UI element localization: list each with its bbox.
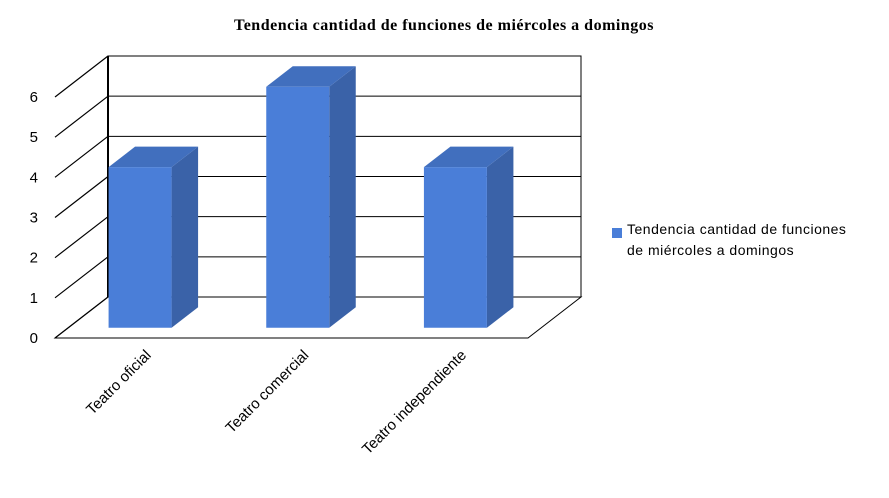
x-tick-label: Teatro oficial bbox=[83, 347, 155, 419]
side-grid-line bbox=[54, 256, 109, 299]
bar bbox=[266, 86, 330, 328]
x-tick-label: Teatro comercial bbox=[222, 347, 312, 437]
bar-side bbox=[171, 146, 199, 328]
bar-top bbox=[423, 146, 514, 168]
x-tick-label: Teatro independiente bbox=[359, 347, 470, 458]
y-tick-label: 2 bbox=[30, 250, 38, 267]
y-tick-label: 0 bbox=[30, 330, 38, 347]
side-grid-line bbox=[54, 296, 109, 339]
side-grid-line bbox=[54, 95, 109, 138]
bar bbox=[423, 167, 487, 328]
chart-title: Tendencia cantidad de funciones de miérc… bbox=[234, 17, 654, 34]
bar-side bbox=[486, 146, 514, 328]
legend-swatch bbox=[612, 228, 622, 238]
y-tick-label: 5 bbox=[30, 129, 38, 146]
side-grid-line bbox=[54, 176, 109, 218]
bar-top bbox=[108, 146, 199, 168]
bar bbox=[108, 167, 172, 328]
y-tick-label: 4 bbox=[30, 169, 38, 186]
side-grid-line bbox=[54, 216, 109, 259]
y-tick-label: 6 bbox=[30, 89, 38, 106]
legend-label: Tendencia cantidad de funciones de miérc… bbox=[627, 221, 847, 258]
side-grid-line bbox=[54, 135, 109, 178]
side-grid-line bbox=[54, 55, 109, 98]
y-tick-label: 1 bbox=[30, 290, 38, 307]
bar-top bbox=[266, 66, 356, 87]
y-tick-label: 3 bbox=[30, 210, 38, 227]
bar-side bbox=[329, 66, 356, 328]
